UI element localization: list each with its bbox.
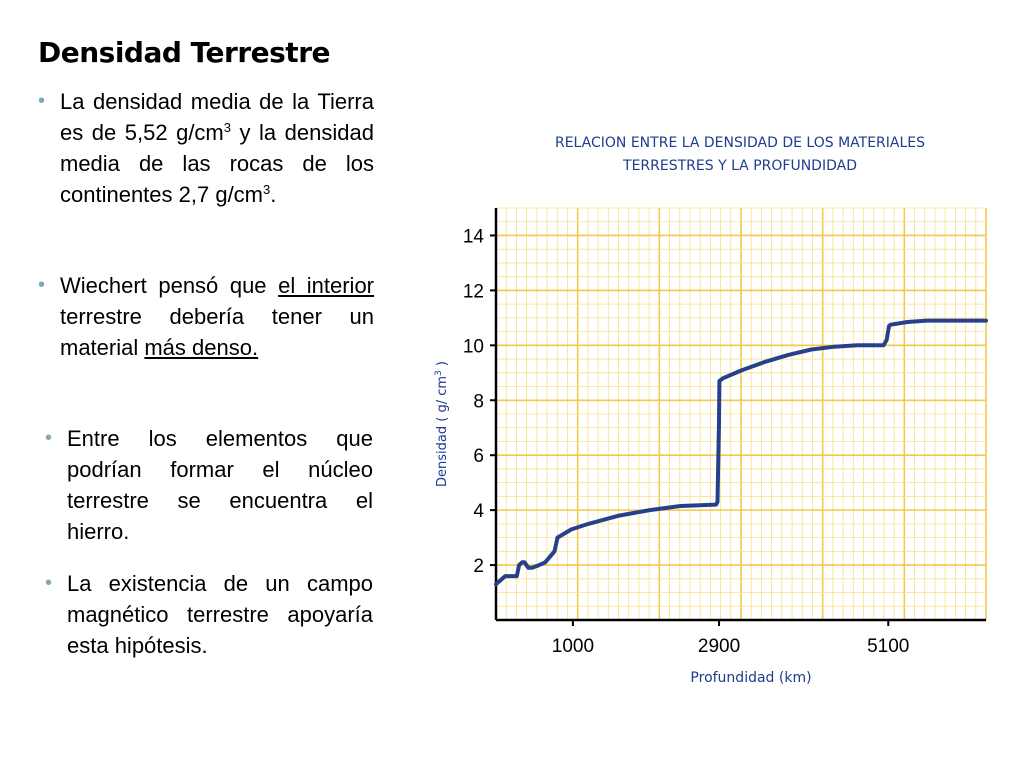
density-series-line bbox=[494, 318, 988, 587]
y-axis-label: Densidad ( g/ cm3 ) bbox=[434, 361, 450, 487]
bullet-text: La densidad media de la Tierra es de 5,5… bbox=[60, 89, 374, 145]
bullet-iron-core: • Entre los elementos que podrían formar… bbox=[45, 423, 373, 547]
x-tick-label: 2900 bbox=[698, 636, 740, 657]
superscript: 3 bbox=[223, 120, 231, 135]
chart-title-line: TERRESTRES Y LA PROFUNDIDAD bbox=[623, 158, 857, 174]
bullet-dot: • bbox=[45, 427, 53, 449]
bullet-text: terrestre debería tener un material bbox=[60, 304, 374, 360]
bullet-dot: • bbox=[38, 274, 46, 296]
superscript: 3 bbox=[263, 182, 271, 197]
y-axis-label-sup: 3 bbox=[434, 370, 444, 376]
slide-title: Densidad Terrestre bbox=[38, 36, 331, 69]
bullet-magnetic-field: • La existencia de un campo magnético te… bbox=[45, 568, 373, 661]
bullet-text: . bbox=[270, 182, 277, 207]
underlined-text: el interior bbox=[278, 273, 375, 298]
chart-title-line: RELACION ENTRE LA DENSIDAD DE LOS MATERI… bbox=[554, 135, 926, 151]
bullet-dot: • bbox=[45, 572, 53, 594]
y-axis-label-end: ) bbox=[435, 361, 450, 370]
bullet-text: y la densidad media de las rocas de los … bbox=[60, 120, 374, 207]
y-tick-label: 8 bbox=[473, 391, 484, 412]
x-axis-label: Profundidad (km) bbox=[690, 670, 811, 686]
bullet-dot: • bbox=[38, 90, 46, 112]
x-tick-label: 1000 bbox=[552, 636, 594, 657]
y-tick-label: 2 bbox=[473, 556, 484, 577]
bullet-wiechert: • Wiechert pensó que el interior terrest… bbox=[38, 270, 375, 363]
y-tick-label: 12 bbox=[463, 281, 484, 302]
y-tick-label: 14 bbox=[463, 226, 485, 247]
bullet-text: Entre los elementos que podrían formar e… bbox=[67, 426, 373, 544]
underlined-text: más denso. bbox=[144, 335, 259, 360]
y-tick-label: 10 bbox=[463, 336, 484, 357]
bullet-text: La existencia de un campo magnético terr… bbox=[67, 571, 373, 658]
density-depth-chart: 2 4 6 8 10 12 14 1000 2900 5100 Densidad ( g/ cm3… bbox=[434, 207, 988, 686]
chart-ticks: 2 4 6 8 10 12 14 1000 2900 5100 bbox=[463, 226, 910, 657]
x-tick-label: 5100 bbox=[867, 636, 909, 657]
chart-title: RELACION ENTRE LA DENSIDAD DE LOS MATERI… bbox=[500, 132, 980, 178]
y-tick-label: 4 bbox=[473, 501, 484, 522]
y-tick-label: 6 bbox=[473, 446, 484, 467]
bullet-mean-density: • La densidad media de la Tierra es de 5… bbox=[38, 86, 374, 210]
chart-grid bbox=[495, 207, 987, 621]
bullet-text: Wiechert pensó que bbox=[60, 273, 279, 298]
y-axis-label-text: Densidad ( g/ cm bbox=[435, 376, 450, 487]
